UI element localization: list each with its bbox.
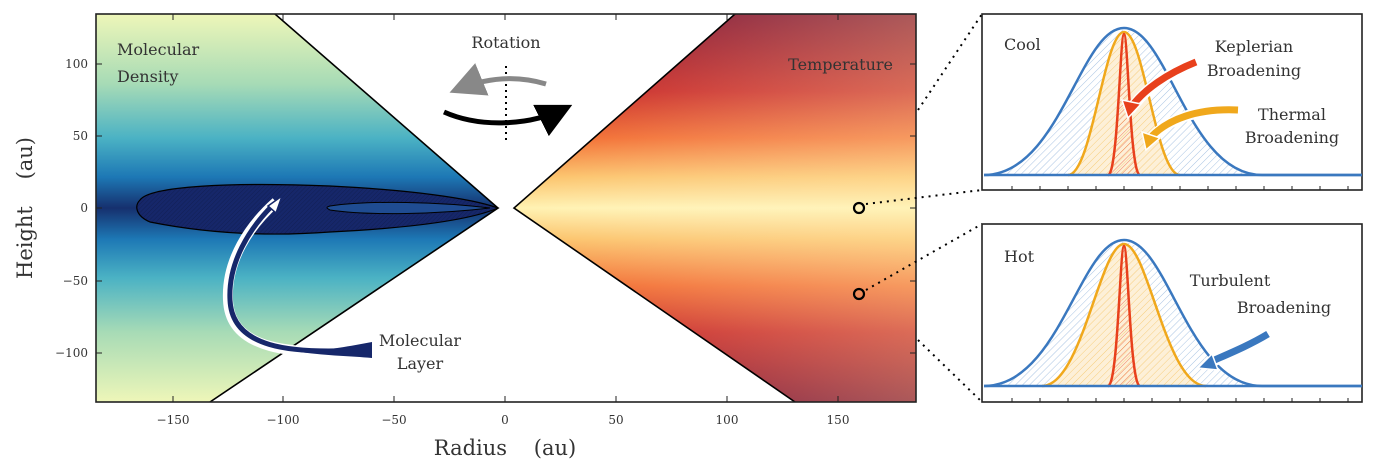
x-axis-label: Radius (au) [434,436,576,460]
y-tick-label: 50 [73,129,88,143]
density-label-line2: Density [117,67,178,86]
y-tick-label: 0 [80,201,88,215]
connector [917,13,983,111]
disk-edge [209,14,500,402]
hot-panel: Hot Turbulent Broadening [981,223,1363,403]
keplerian-profile-line [1106,32,1142,177]
x-tick-labels: −150 −100 −50 0 50 100 150 [157,413,850,427]
x-tick-label: 50 [608,413,623,427]
rotation-label: Rotation [471,33,540,52]
y-ticks [96,63,916,354]
thermal-profile-line [1041,242,1207,388]
connector [917,339,983,403]
main-plot [96,14,916,402]
x-tick-label: −150 [157,413,190,427]
x-tick-label: 0 [501,413,509,427]
y-tick-labels: 100 50 0 −50 −100 [55,57,88,360]
density-label-line1: Molecular [117,40,200,59]
y-tick-label: −100 [55,346,88,360]
turbulent-arrow [1208,330,1270,366]
thermal-arrow [1149,106,1239,139]
inner-contour [326,201,491,215]
y-tick-label: 100 [65,57,88,71]
rotation-arrow-front [442,104,573,137]
turbulent-profile-line [983,26,1362,177]
x-tick-label: −100 [267,413,300,427]
hot-panel-title: Hot [1004,247,1035,266]
keplerian-label-line1: Keplerian [1215,37,1293,56]
keplerian-arrow [1129,58,1198,109]
thermal-label-line2: Broadening [1245,128,1339,147]
molecular-layer-arrow [222,194,373,358]
thermal-profile-line [1067,30,1181,177]
y-axis-label: Height (au) [13,137,37,279]
turbulent-label-line2: Broadening [1237,298,1331,317]
keplerian-profile-line [1106,244,1142,388]
turbulent-label-line1: Turbulent [1190,271,1271,290]
y-tick-label: −50 [63,274,88,288]
cool-panel: Cool Keplerian Broadening Thermal Broade… [981,13,1363,191]
rotation-arrow-back [449,63,547,96]
x-tick-label: 150 [827,413,850,427]
molecular-layer-label-line1: Molecular [379,331,462,350]
hot-location-marker [852,287,866,301]
cool-panel-title: Cool [1004,35,1041,54]
x-tick-label: 100 [716,413,739,427]
temperature-label: Temperature [788,55,893,74]
connector [865,223,983,291]
cool-location-marker [852,201,866,215]
thermal-label-line1: Thermal [1258,105,1326,124]
keplerian-label-line2: Broadening [1207,61,1301,80]
rotation-indicator: Rotation [442,33,573,142]
molecular-layer-label-line2: Layer [397,354,444,373]
x-tick-label: −50 [381,413,406,427]
x-ticks [172,14,839,402]
disk-edge [512,14,796,402]
